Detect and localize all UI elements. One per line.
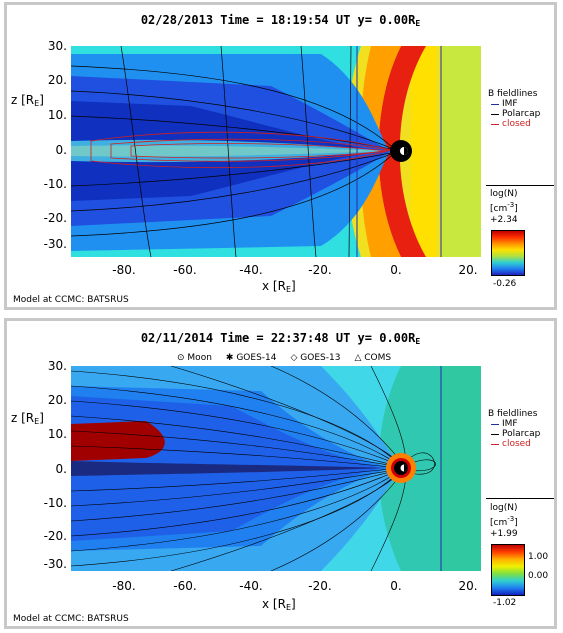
legend-item-closed: closed [488, 439, 540, 449]
panel-2-title: 02/11/2014 Time = 22:37:48 UT y= 0.00RE [140, 331, 421, 346]
x-tick: 20. [458, 579, 478, 593]
marker-goes14: ✱ GOES-14 [225, 353, 277, 363]
y-axis-label: z [RE] [11, 93, 44, 108]
legend-title: B fieldlines [488, 409, 538, 419]
marker-moon: ⊙ Moon [177, 353, 212, 363]
colorbar-title: log(N) [cm-3] +2.34 [490, 189, 518, 225]
legend-divider [486, 185, 554, 186]
x-tick: -20. [308, 579, 332, 593]
x-axis-label: x [RE] [262, 597, 296, 612]
colorbar-min: -0.26 [493, 279, 517, 289]
x-tick: -40. [239, 263, 263, 277]
fieldline-legend: B fieldlines IMF Polarcap closed [488, 89, 540, 129]
legend-item-imf: IMF [488, 419, 540, 429]
y-tick: 10. [47, 108, 67, 122]
colorbar-tick: 1.00 [528, 552, 549, 562]
y-tick: 0. [55, 143, 67, 157]
colorbar-title: log(N) [cm-3] +1.99 [490, 503, 518, 539]
x-axis-label: x [RE] [262, 279, 296, 294]
x-tick: 0. [390, 263, 402, 277]
legend-item-polarcap: Polarcap [488, 429, 540, 439]
y-tick: -20. [43, 211, 67, 225]
x-tick: -80. [112, 263, 136, 277]
y-tick: -30. [43, 237, 67, 251]
fieldline-legend: B fieldlines IMF Polarcap closed [488, 409, 540, 449]
marker-goes13: ◇ GOES-13 [290, 353, 341, 363]
y-tick: 20. [47, 393, 67, 407]
x-tick: 0. [390, 579, 402, 593]
model-credit: Model at CCMC: BATSRUS [13, 295, 129, 305]
y-tick: -10. [43, 177, 67, 191]
density-plot-1 [71, 46, 481, 257]
y-tick: 10. [47, 427, 67, 441]
marker-coms: △ COMS [354, 353, 392, 363]
x-tick: -20. [308, 263, 332, 277]
x-tick: -40. [239, 579, 263, 593]
x-tick: 20. [458, 263, 478, 277]
colorbar [491, 544, 525, 596]
y-tick: 30. [47, 359, 67, 373]
x-tick: -60. [173, 579, 197, 593]
y-tick: -10. [43, 496, 67, 510]
legend-divider [486, 498, 554, 499]
model-credit: Model at CCMC: BATSRUS [13, 614, 129, 624]
legend-title: B fieldlines [488, 89, 538, 99]
colorbar-min: -1.02 [493, 598, 517, 608]
panel-1-title: 02/28/2013 Time = 18:19:54 UT y= 0.00RE [140, 13, 421, 28]
plot-panel-1: 02/28/2013 Time = 18:19:54 UT y= 0.00RE [4, 2, 557, 310]
colorbar [491, 230, 525, 276]
plot-panel-2: 02/11/2014 Time = 22:37:48 UT y= 0.00RE … [4, 318, 557, 629]
y-tick: -30. [43, 557, 67, 571]
legend-item-imf: IMF [488, 99, 540, 109]
y-axis-label: z [RE] [11, 411, 44, 426]
legend-item-polarcap: Polarcap [488, 109, 540, 119]
y-tick: 30. [47, 39, 67, 53]
marker-legend: ⊙ Moon ✱ GOES-14 ◇ GOES-13 △ COMS [177, 353, 391, 363]
density-plot-2 [71, 366, 481, 571]
y-tick: -20. [43, 529, 67, 543]
y-tick: 0. [55, 462, 67, 476]
x-tick: -80. [112, 579, 136, 593]
colorbar-tick: 0.00 [528, 571, 549, 581]
x-tick: -60. [173, 263, 197, 277]
y-tick: 20. [47, 73, 67, 87]
legend-item-closed: closed [488, 119, 540, 129]
